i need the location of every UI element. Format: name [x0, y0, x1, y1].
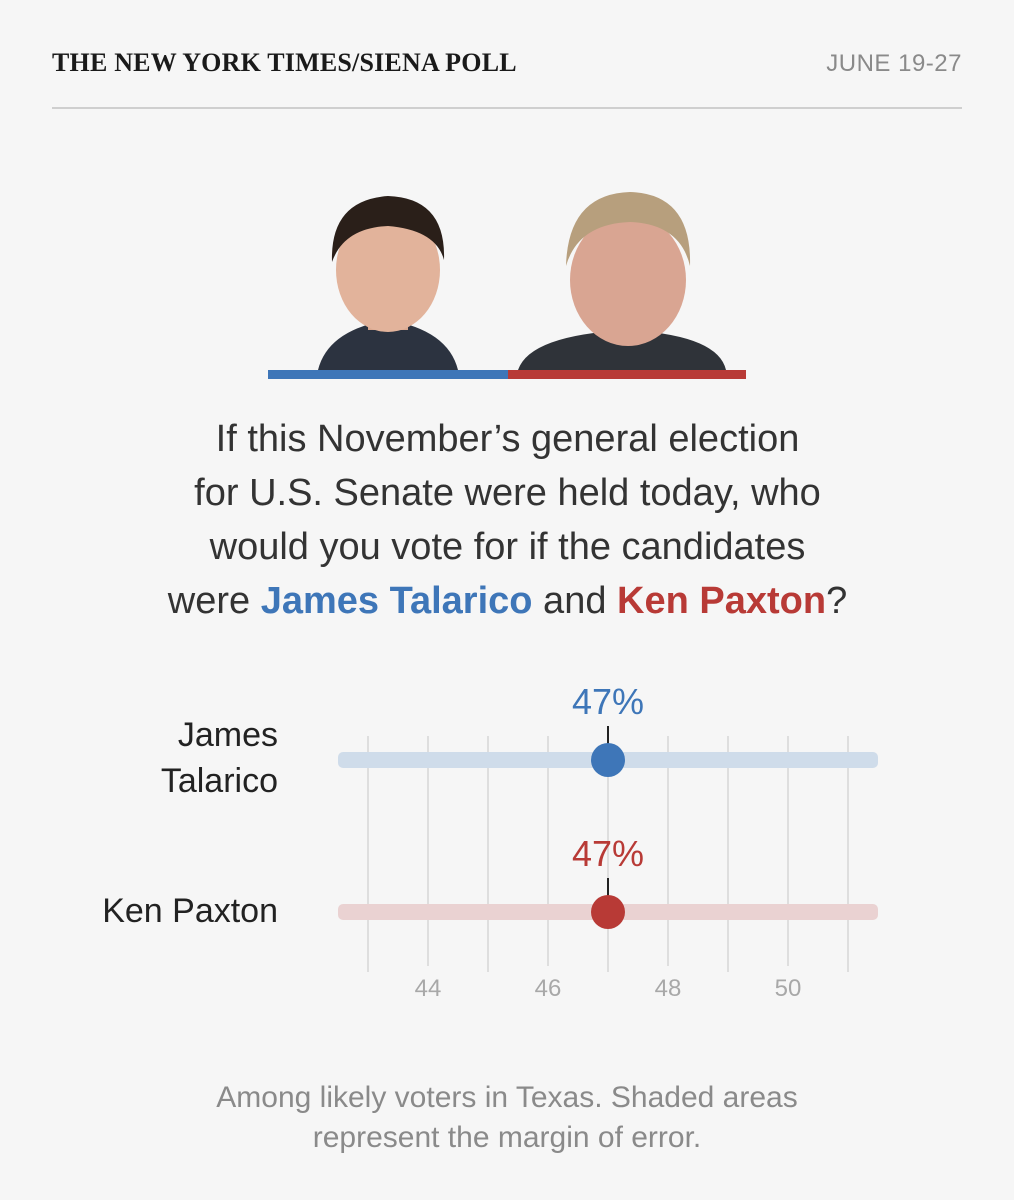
header-divider: [52, 107, 962, 109]
talarico-color-bar: [268, 370, 508, 379]
talarico-label-last: Talarico: [160, 762, 278, 800]
x-tick-label-46: 46: [535, 975, 562, 1002]
poll-dates: JUNE 19-27: [826, 50, 962, 77]
masthead: THE NEW YORK TIMES/SIENA POLL: [52, 48, 517, 77]
ken-paxton-value-label: 47%: [572, 833, 644, 874]
talarico-row-label: James Talarico: [48, 712, 278, 804]
question-line-3: would you vote for if the candidates: [209, 526, 806, 568]
footnote: Among likely voters in Texas. Shaded are…: [216, 1081, 798, 1154]
candidate-portraits: [268, 170, 746, 382]
x-tick-label-50: 50: [775, 975, 802, 1002]
question-line-1: If this November’s general election: [215, 418, 800, 460]
poll-question: If this November’s general election for …: [80, 412, 935, 628]
talarico-label-first: James: [177, 716, 278, 754]
james-talarico-value-label: 47%: [572, 681, 644, 722]
question-line-2: for U.S. Senate were held today, who: [194, 472, 821, 514]
question-line-4-post: ?: [826, 580, 848, 622]
james-talarico-dot: [591, 743, 625, 777]
question-line-4-pre: were: [167, 580, 261, 622]
x-tick-label-44: 44: [415, 975, 442, 1002]
talarico-portrait: [318, 196, 458, 370]
paxton-color-bar: [508, 370, 746, 379]
question-candidate-paxton: Ken Paxton: [617, 580, 827, 622]
question-line-4-mid: and: [532, 580, 618, 622]
x-tick-label-48: 48: [655, 975, 682, 1002]
paxton-row-label: Ken Paxton: [102, 892, 278, 930]
ken-paxton-dot: [591, 895, 625, 929]
poll-dot-chart: 44 46 48 50 47% 47%: [338, 681, 878, 1002]
question-candidate-talarico: James Talarico: [260, 580, 533, 622]
paxton-portrait: [518, 192, 726, 370]
